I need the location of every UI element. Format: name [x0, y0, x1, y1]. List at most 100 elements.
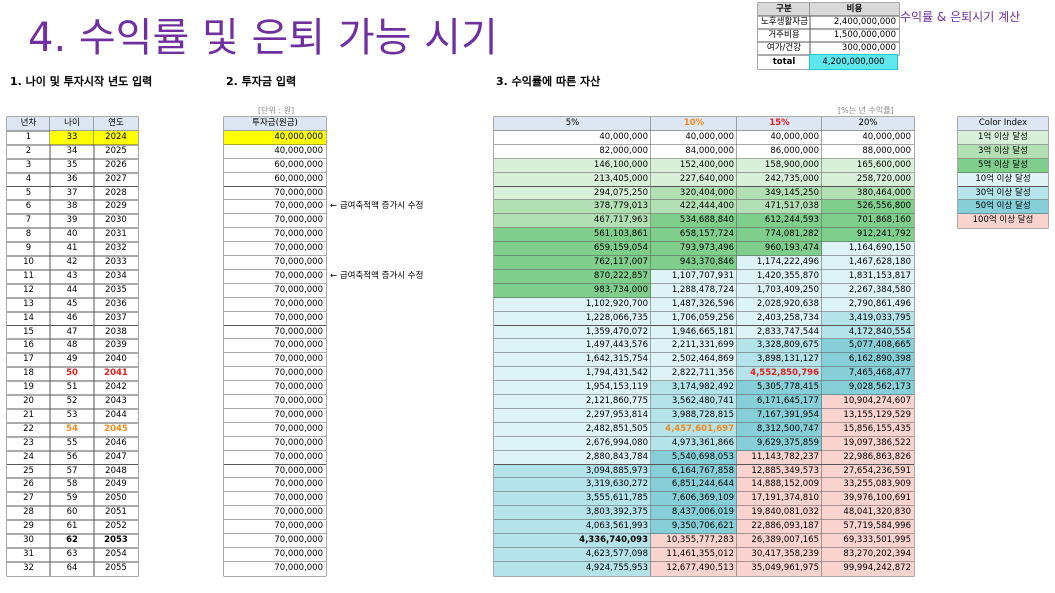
asset-cell: 4,552,850,796 — [737, 367, 822, 382]
invest-cell: 70,000,000 — [224, 228, 326, 243]
asset-cell: 4,457,601,697 — [651, 422, 737, 437]
asset-cell: 146,100,000 — [494, 158, 651, 173]
asset-cell: 99,994,242,872 — [822, 561, 914, 576]
asset-header: 10% — [651, 117, 737, 131]
asset-cell: 2,676,994,080 — [494, 436, 651, 451]
invest-cell: 70,000,000 — [224, 381, 326, 395]
asset-cell: 2,267,384,580 — [822, 283, 914, 298]
asset-cell: 14,888,152,009 — [737, 478, 822, 493]
age-cell: 27 — [7, 492, 50, 506]
age-cell: 64 — [50, 562, 94, 576]
asset-cell: 4,336,740,093 — [494, 534, 651, 548]
age-cell: 35 — [50, 159, 94, 173]
asset-cell: 86,000,000 — [737, 144, 822, 159]
age-cell: 50 — [50, 367, 94, 381]
invest-cell: 70,000,000 — [224, 256, 326, 270]
section-heading: 1. 나이 및 투자시작 년도 입력 — [10, 75, 153, 88]
age-cell: 47 — [50, 326, 94, 340]
cost-cell: 300,000,000 — [810, 42, 899, 55]
age-cell: 29 — [7, 520, 50, 534]
age-cell: 37 — [50, 187, 94, 201]
asset-cell: 659,159,054 — [494, 242, 651, 256]
asset-cell: 1,359,470,072 — [494, 325, 651, 340]
age-cell: 10 — [7, 256, 50, 270]
cost-total-label: total — [758, 55, 810, 69]
asset-cell: 4,924,755,953 — [494, 561, 651, 576]
asset-cell: 3,988,728,815 — [651, 408, 737, 423]
age-cell: 13 — [7, 298, 50, 312]
age-cell: 20 — [7, 395, 50, 409]
age-cell: 2031 — [94, 228, 138, 242]
age-cell: 1 — [7, 131, 50, 145]
asset-cell: 5,077,408,665 — [822, 339, 914, 354]
invest-cell: 70,000,000 — [224, 353, 326, 368]
age-cell: 2055 — [94, 562, 138, 576]
invest-cell: 70,000,000 — [224, 297, 326, 312]
asset-cell: 4,172,840,554 — [822, 325, 914, 340]
age-cell: 2037 — [94, 312, 138, 326]
asset-cell: 22,886,093,187 — [737, 520, 822, 534]
asset-header: 15% — [737, 117, 822, 131]
asset-cell: 57,719,584,996 — [822, 520, 914, 534]
age-cell: 14 — [7, 312, 50, 326]
asset-cell: 40,000,000 — [651, 130, 737, 145]
asset-cell: 960,193,474 — [737, 242, 822, 256]
age-cell: 2026 — [94, 159, 138, 173]
age-cell: 2032 — [94, 242, 138, 256]
age-cell: 24 — [7, 451, 50, 465]
asset-cell: 320,404,000 — [651, 186, 737, 201]
age-cell: 52 — [50, 395, 94, 409]
asset-cell: 1,706,059,256 — [651, 311, 737, 326]
age-cell: 48 — [50, 339, 94, 353]
asset-cell: 1,831,153,817 — [822, 269, 914, 284]
asset-cell: 3,094,885,973 — [494, 464, 651, 479]
invest-cell: 40,000,000 — [224, 144, 326, 159]
age-cell: 2041 — [94, 367, 138, 381]
asset-cell: 1,107,707,931 — [651, 269, 737, 284]
invest-cell: 70,000,000 — [224, 547, 326, 562]
invest-cell: 70,000,000 — [224, 561, 326, 576]
asset-cell: 48,041,320,830 — [822, 506, 914, 521]
age-header: 년차 — [7, 117, 50, 131]
age-cell: 41 — [50, 242, 94, 256]
age-cell: 36 — [50, 173, 94, 187]
age-cell: 53 — [50, 409, 94, 423]
asset-cell: 9,028,562,173 — [822, 381, 914, 395]
asset-cell: 8,312,500,747 — [737, 422, 822, 437]
age-cell: 23 — [7, 437, 50, 451]
age-cell: 25 — [7, 465, 50, 479]
asset-cell: 6,171,645,177 — [737, 395, 822, 409]
asset-cell: 870,222,857 — [494, 269, 651, 284]
age-cell: 15 — [7, 326, 50, 340]
age-cell: 55 — [50, 437, 94, 451]
invest-cell: 70,000,000 — [224, 339, 326, 354]
asset-cell: 213,405,000 — [494, 172, 651, 187]
asset-cell: 30,417,358,239 — [737, 547, 822, 562]
age-cell: 2048 — [94, 465, 138, 479]
age-cell: 2045 — [94, 423, 138, 437]
invest-cell: 70,000,000 — [224, 464, 326, 479]
age-cell: 2027 — [94, 173, 138, 187]
asset-cell: 10,904,274,607 — [822, 395, 914, 409]
asset-cell: 33,255,083,909 — [822, 478, 914, 493]
age-cell: 7 — [7, 214, 50, 228]
age-cell: 2036 — [94, 298, 138, 312]
invest-cell: 70,000,000 — [224, 534, 326, 548]
invest-note: ← 급여축적액 증가시 수정 — [330, 201, 424, 212]
invest-cell: 70,000,000 — [224, 506, 326, 521]
invest-cell: 70,000,000 — [224, 408, 326, 423]
asset-cell: 27,654,236,591 — [822, 464, 914, 479]
asset-cell: 9,629,375,859 — [737, 436, 822, 451]
asset-cell: 11,143,782,237 — [737, 450, 822, 465]
invest-cell: 70,000,000 — [224, 436, 326, 451]
asset-cell: 561,103,861 — [494, 228, 651, 243]
age-cell: 2029 — [94, 200, 138, 214]
asset-cell: 83,270,202,394 — [822, 547, 914, 562]
asset-header: 20% — [822, 117, 914, 131]
asset-cell: 5,305,778,415 — [737, 381, 822, 395]
color-index-item: 3억 이상 달성 — [958, 144, 1048, 159]
invest-cell: 70,000,000 — [224, 422, 326, 437]
cost-header: 구분 — [758, 3, 810, 16]
asset-cell: 1,420,355,870 — [737, 269, 822, 284]
age-cell: 2034 — [94, 270, 138, 284]
